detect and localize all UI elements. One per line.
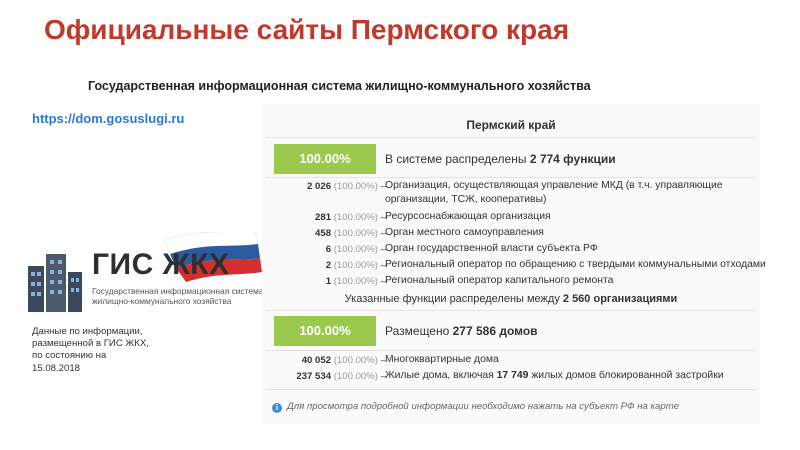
function-row-label: Организация, осуществляющая управление М…	[385, 179, 723, 207]
function-row-number: 2 (100.00%) –	[326, 260, 386, 271]
logo-line-1: Государственная информационная система	[92, 286, 264, 296]
function-row-number: 458 (100.00%) –	[315, 228, 386, 239]
row-percent: (100.00%)	[333, 181, 378, 192]
row-percent: (100.00%)	[333, 260, 378, 271]
row-dash: –	[380, 181, 386, 192]
functions-lead: В системе распределены	[385, 152, 530, 166]
logo-graphic	[28, 232, 262, 312]
row-label-line-2: организации, ТСЖ, кооперативы)	[385, 194, 547, 205]
function-row-number: 281 (100.00%) –	[315, 212, 386, 223]
functions-count: 2 774 функции	[529, 152, 616, 166]
panel-footnote: i Для просмотра подробной информации необ…	[272, 401, 679, 413]
row-count: 281	[315, 212, 332, 223]
function-row-number: 6 (100.00%) –	[326, 244, 386, 255]
info-icon: i	[272, 403, 282, 413]
divider	[266, 137, 756, 138]
houses-count: 277 586 домов	[452, 324, 538, 338]
divider	[266, 177, 756, 178]
houses-heading: Размещено 277 586 домов	[385, 324, 538, 338]
function-row-label: Орган государственной власти субъекта РФ	[385, 243, 598, 254]
logo-subtitle: Государственная информационная система ж…	[92, 286, 263, 306]
row-percent: (100.00%)	[333, 212, 378, 223]
row-percent: (100.00%)	[333, 355, 378, 366]
house-row-number: 237 534 (100.00%) –	[296, 371, 386, 382]
organizations-summary: Указанные функции распределены между 2 5…	[262, 293, 760, 305]
house-row-number: 40 052 (100.00%) –	[302, 355, 386, 366]
row-percent: (100.00%)	[333, 276, 378, 287]
logo-name: ГИС ЖКХ	[92, 248, 230, 281]
functions-percent-badge: 100.00%	[274, 144, 376, 174]
row-count: 237 534	[296, 371, 332, 382]
row-dash: –	[380, 260, 386, 271]
house-row-label: Многоквартирные дома	[385, 354, 499, 365]
divider	[266, 389, 756, 390]
slide-title: Официальные сайты Пермского края	[44, 14, 570, 45]
divider	[266, 350, 756, 351]
row-dash: –	[380, 276, 386, 287]
row-dash: –	[380, 371, 386, 382]
row-dash: –	[380, 228, 386, 239]
row-count: 2 026	[307, 181, 332, 192]
row-dash: –	[380, 244, 386, 255]
row-label-count: 17 749	[496, 370, 529, 381]
row-percent: (100.00%)	[333, 228, 378, 239]
houses-lead: Размещено	[385, 324, 453, 338]
logo-line-2: жилищно-коммунального хозяйства	[92, 296, 232, 306]
houses-percent-badge: 100.00%	[274, 316, 376, 346]
house-row-label: Жилые дома, включая 17 749 жилых домов б…	[385, 369, 724, 383]
footnote-text: Для просмотра подробной информации необх…	[287, 401, 680, 412]
row-label-line-1: Организация, осуществляющая управление М…	[385, 180, 723, 191]
orgs-lead: Указанные функции распределены между	[344, 293, 563, 305]
region-title[interactable]: Пермский край	[466, 118, 556, 132]
gis-zhkh-logo: ГИС ЖКХ Государственная информационная с…	[14, 232, 266, 314]
row-dash: –	[380, 355, 386, 366]
function-row-number: 2 026 (100.00%) –	[307, 181, 386, 192]
function-row-label: Орган местного самоуправления	[385, 227, 544, 238]
function-row-label: Региональный оператор по обращению с тве…	[385, 259, 766, 270]
function-row-label: Ресурсоснабжающая организация	[385, 211, 551, 222]
data-note: Данные по информации, размещенной в ГИС …	[32, 326, 149, 374]
row-count: 6	[325, 244, 332, 255]
slide-subtitle: Государственная информационная система ж…	[88, 79, 591, 93]
orgs-count: 2 560 организациями	[562, 293, 678, 305]
row-percent: (100.00%)	[333, 244, 378, 255]
row-count: 2	[325, 260, 332, 271]
divider	[266, 310, 756, 311]
row-count: 40 052	[301, 355, 332, 366]
function-row-number: 1 (100.00%) –	[326, 276, 386, 287]
gis-link[interactable]: https://dom.gosuslugi.ru	[32, 111, 185, 126]
row-percent: (100.00%)	[333, 371, 378, 382]
row-label-part: Жилые дома, включая	[385, 370, 497, 381]
gis-stats-panel: Пермский край 100.00% В системе распреде…	[262, 104, 766, 424]
row-count: 458	[315, 228, 332, 239]
row-count: 1	[325, 276, 332, 287]
function-row-label: Региональный оператор капитального ремон…	[385, 275, 614, 286]
row-label-part: жилых домов блокированной застройки	[528, 370, 724, 381]
functions-heading: В системе распределены 2 774 функции	[385, 152, 616, 166]
row-dash: –	[380, 212, 386, 223]
